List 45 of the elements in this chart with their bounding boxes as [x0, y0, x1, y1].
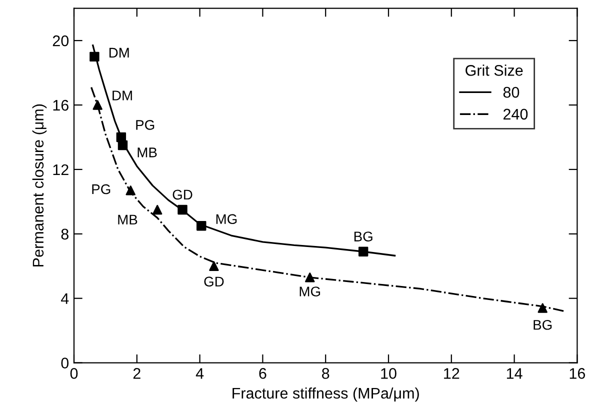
- line-series: [92, 44, 396, 256]
- annotation: MB: [118, 214, 138, 224]
- point: [90, 52, 100, 62]
- point: [152, 204, 162, 215]
- annotation: MB: [138, 148, 157, 158]
- point: [196, 220, 206, 231]
- y-tick-label: 0: [61, 358, 69, 368]
- annotation: BG: [354, 232, 372, 242]
- x-axis-title: Fracture stiffness (MPa/μm): [232, 387, 419, 402]
- annotation: PG: [92, 184, 110, 194]
- point: [126, 186, 136, 196]
- line-series: [90, 86, 566, 312]
- annotation: MG: [216, 214, 237, 224]
- annotation: BG: [534, 320, 552, 330]
- x-tick-label: 14: [506, 368, 522, 379]
- annotation: GD: [204, 276, 224, 287]
- annotation: DM: [112, 90, 132, 100]
- point: [92, 100, 102, 110]
- y-tick-label: 16: [53, 100, 68, 111]
- legend-label: 240: [504, 108, 528, 120]
- legend-label: 80: [503, 86, 520, 98]
- point: [118, 140, 128, 150]
- point: [209, 261, 219, 271]
- annotation: MG: [300, 286, 320, 296]
- x-tick-label: 16: [570, 368, 586, 379]
- point: [305, 272, 315, 282]
- y-tick-label: 4: [60, 293, 69, 304]
- point: [178, 204, 188, 215]
- y-tick-label: 8: [61, 228, 68, 240]
- point: [358, 246, 368, 256]
- point: [538, 303, 548, 313]
- y-tick-label: 20: [52, 35, 69, 46]
- annotation: GD: [172, 190, 192, 200]
- x-tick-label: 8: [322, 368, 330, 379]
- y-axis-title: Permanent closure (μm): [32, 104, 47, 266]
- x-tick-label: 12: [444, 368, 460, 379]
- x-tick-label: 6: [259, 368, 266, 379]
- legend-title: Grit Size: [466, 64, 523, 76]
- annotation: PG: [136, 120, 154, 130]
- x-tick-label: 4: [196, 368, 204, 379]
- annotation: DM: [109, 48, 129, 58]
- x-tick-label: 10: [381, 368, 396, 379]
- x-tick-label: 2: [133, 368, 140, 379]
- x-tick-label: 0: [70, 368, 78, 379]
- y-tick-label: 12: [53, 164, 68, 175]
